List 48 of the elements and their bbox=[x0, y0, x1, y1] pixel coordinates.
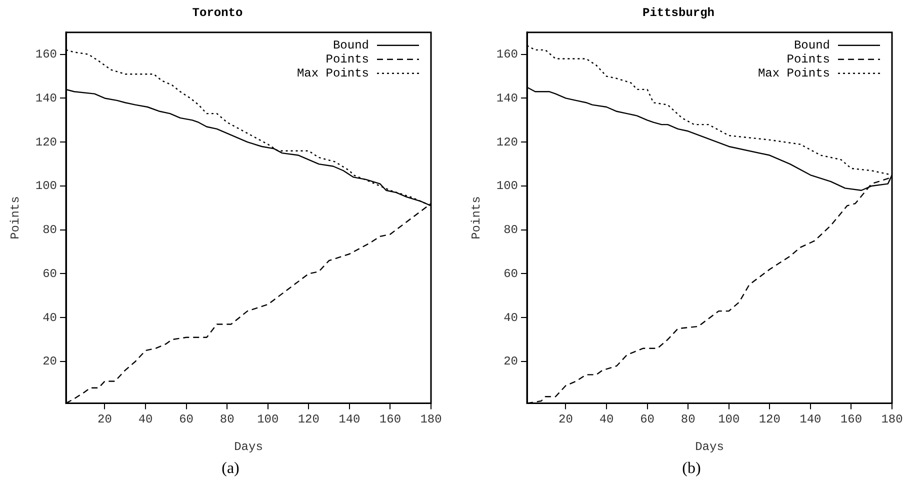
legend-label: Points bbox=[326, 52, 369, 67]
x-tick-label: 40 bbox=[599, 412, 614, 427]
y-tick-label: 140 bbox=[496, 91, 518, 106]
text: (a) bbox=[220, 460, 240, 478]
x-tick-label: 80 bbox=[680, 412, 696, 427]
y-tick-label: 100 bbox=[496, 179, 518, 194]
y-tick-label: 40 bbox=[504, 310, 518, 325]
y-tick-label: 160 bbox=[35, 48, 58, 62]
x-tick-label: 100 bbox=[257, 412, 279, 427]
x-tick-label: 20 bbox=[558, 412, 573, 427]
text: (b) bbox=[681, 460, 702, 478]
x-tick-label: 40 bbox=[138, 412, 153, 427]
legend-label: Bound bbox=[794, 38, 830, 53]
x-tick-label: 140 bbox=[800, 412, 822, 427]
x-axis-title: Days bbox=[234, 440, 263, 454]
x-tick-label: 20 bbox=[98, 412, 112, 427]
x-tick-label: 80 bbox=[220, 412, 234, 427]
x-tick-label: 160 bbox=[840, 412, 862, 427]
y-axis-title: Points bbox=[469, 196, 484, 240]
y-tick-label: 100 bbox=[35, 179, 58, 194]
x-tick-label: 140 bbox=[338, 412, 360, 427]
x-tick-label: 180 bbox=[420, 412, 442, 427]
x-tick-label: 120 bbox=[758, 412, 780, 427]
y-tick-label: 80 bbox=[504, 223, 518, 238]
chart-title: Toronto bbox=[192, 6, 243, 20]
x-tick-label: 160 bbox=[379, 412, 402, 427]
y-tick-label: 20 bbox=[42, 354, 58, 369]
legend-label: Max Points bbox=[758, 66, 830, 81]
y-axis-title: Points bbox=[8, 196, 22, 240]
x-axis-title: Days bbox=[695, 440, 724, 454]
x-tick-label: 100 bbox=[718, 412, 740, 427]
chart-title: Pittsburgh bbox=[642, 6, 715, 20]
y-tick-label: 140 bbox=[35, 91, 58, 106]
y-tick-label: 120 bbox=[35, 135, 58, 150]
y-tick-label: 80 bbox=[42, 223, 58, 238]
y-tick-label: 160 bbox=[496, 48, 518, 62]
legend-label: Points bbox=[786, 52, 830, 67]
legend-label: Bound bbox=[332, 38, 369, 53]
x-tick-label: 60 bbox=[640, 412, 655, 427]
y-tick-label: 60 bbox=[504, 266, 518, 281]
x-tick-label: 120 bbox=[298, 412, 320, 427]
y-tick-label: 60 bbox=[42, 266, 58, 281]
x-tick-label: 180 bbox=[881, 412, 903, 427]
y-tick-label: 120 bbox=[496, 135, 518, 150]
y-tick-label: 20 bbox=[504, 354, 518, 369]
x-tick-label: 60 bbox=[179, 412, 194, 427]
y-tick-label: 40 bbox=[42, 310, 58, 325]
legend-label: Max Points bbox=[296, 66, 369, 81]
